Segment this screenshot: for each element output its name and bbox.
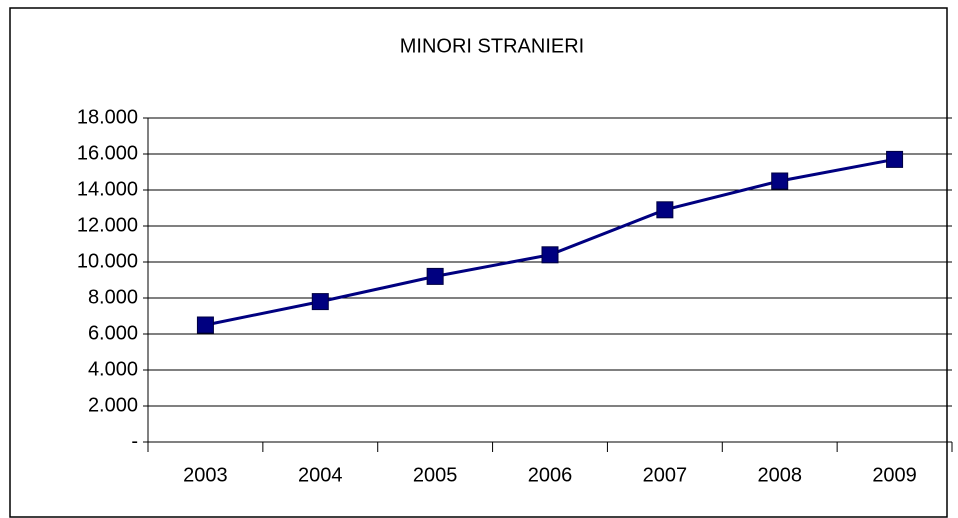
y-tick-label: 10.000 (77, 250, 138, 272)
y-tick-label: 18.000 (77, 106, 138, 128)
y-tick-label: 6.000 (88, 322, 138, 344)
x-tick-label: 2004 (298, 464, 343, 486)
data-marker (196, 316, 214, 334)
data-marker (771, 172, 789, 190)
x-tick-label: 2003 (183, 464, 228, 486)
x-tick-label: 2006 (528, 464, 573, 486)
y-tick-label: 12.000 (77, 214, 138, 236)
data-marker (311, 293, 329, 311)
x-tick-label: 2009 (872, 464, 917, 486)
chart-title: MINORI STRANIERI (400, 35, 584, 57)
y-tick-label: 16.000 (77, 142, 138, 164)
data-marker (426, 267, 444, 285)
y-tick-label: 4.000 (88, 358, 138, 380)
y-tick-label: 8.000 (88, 286, 138, 308)
data-marker (541, 246, 559, 264)
x-tick-label: 2005 (413, 464, 458, 486)
y-tick-label: - (131, 430, 138, 452)
data-marker (656, 201, 674, 219)
y-tick-label: 14.000 (77, 178, 138, 200)
x-tick-label: 2007 (643, 464, 688, 486)
y-tick-label: 2.000 (88, 394, 138, 416)
x-tick-label: 2008 (757, 464, 802, 486)
data-marker (886, 150, 904, 168)
